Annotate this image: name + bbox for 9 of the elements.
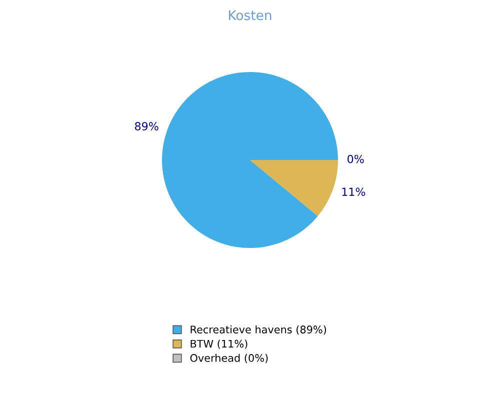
pie-slice	[162, 72, 338, 248]
chart-title: Kosten	[229, 10, 272, 20]
data-label: 11%	[342, 188, 366, 196]
data-label: 89%	[134, 122, 158, 130]
legend-label: BTW (11%)	[190, 340, 248, 349]
text: 0%	[348, 154, 364, 164]
legend-label: Recreatieve havens (89%)	[190, 325, 326, 335]
pie-slice	[250, 160, 338, 216]
legend-label: Overhead (0%)	[190, 354, 268, 364]
